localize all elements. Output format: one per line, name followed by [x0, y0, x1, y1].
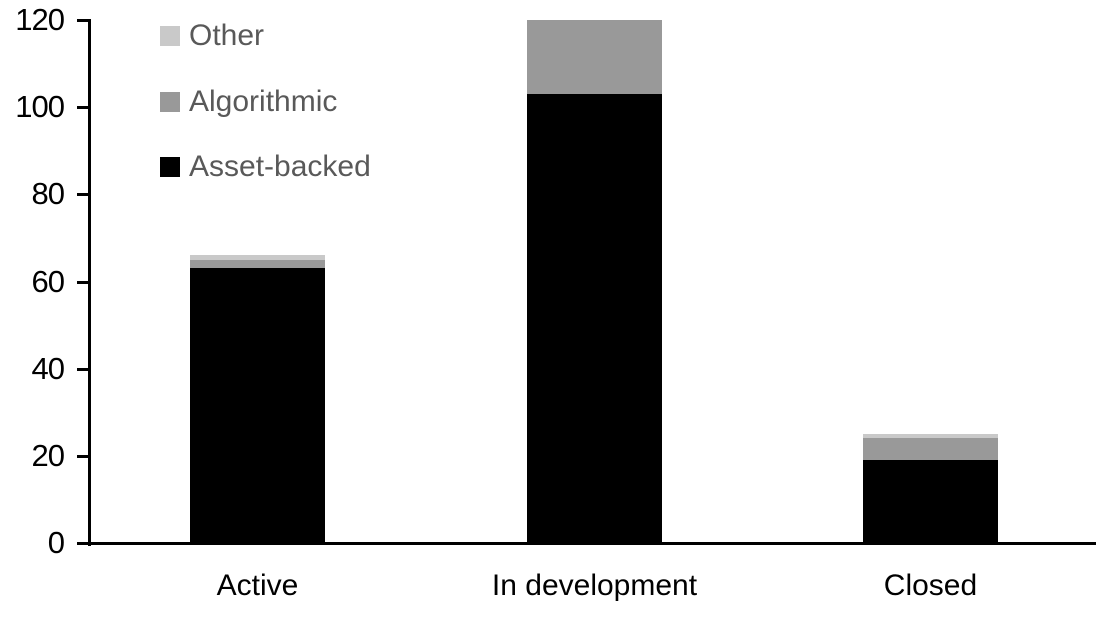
x-category-label-closed: Closed	[883, 569, 978, 602]
y-tick-label: 80	[31, 176, 65, 212]
y-tick	[77, 367, 88, 371]
legend-swatch-other	[160, 26, 180, 46]
x-axis-line	[77, 542, 1096, 545]
y-tick	[77, 193, 88, 197]
bar-segment-algorithmic-in-development	[527, 20, 662, 95]
x-category-label-active: Active	[216, 569, 299, 602]
legend-label-other: Other	[189, 19, 265, 52]
bar-segment-algorithmic-closed	[863, 438, 998, 461]
bar-segment-asset-backed-in-development	[527, 94, 662, 543]
bar-segment-algorithmic-active	[190, 259, 325, 269]
bar-segment-other-closed	[863, 434, 998, 439]
y-tick	[77, 454, 88, 458]
y-tick-label: 40	[31, 350, 65, 386]
legend-swatch-algorithmic	[160, 92, 180, 112]
y-tick	[77, 280, 88, 284]
legend-label-asset-backed: Asset-backed	[189, 150, 371, 183]
y-tick-label: 20	[31, 437, 65, 473]
bar-segment-asset-backed-active	[190, 268, 325, 543]
legend-swatch-asset-backed	[160, 157, 180, 177]
legend-label-algorithmic: Algorithmic	[189, 85, 338, 118]
legend-item-other: Other	[160, 19, 265, 52]
y-axis-line	[88, 19, 91, 546]
y-tick-label: 0	[47, 525, 65, 560]
y-tick-label: 100	[15, 89, 65, 125]
y-tick-label: 120	[15, 2, 65, 37]
bar-segment-asset-backed-closed	[863, 460, 998, 543]
y-tick	[77, 106, 88, 110]
bar-segment-other-active	[190, 255, 325, 260]
legend-item-asset-backed: Asset-backed	[160, 150, 371, 183]
x-category-label-in-development: In development	[491, 569, 698, 602]
y-tick	[77, 19, 88, 22]
y-tick-label: 60	[31, 263, 65, 299]
legend-item-algorithmic: Algorithmic	[160, 85, 338, 118]
